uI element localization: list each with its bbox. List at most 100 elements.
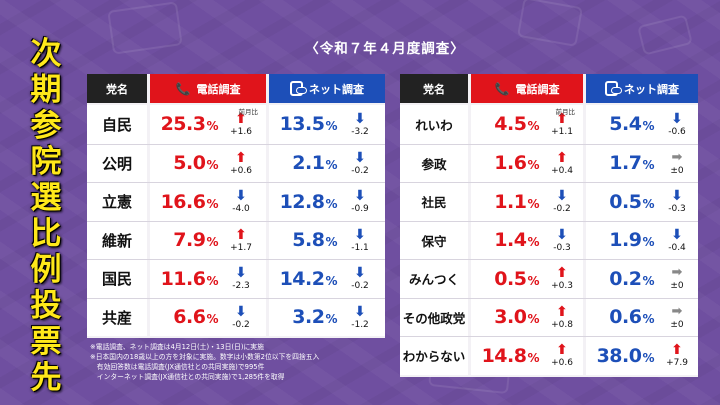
net-cell: 1.9% ⬇ -0.4: [586, 221, 698, 259]
phone-delta: ⬇ -0.3: [545, 228, 579, 253]
phone-delta: ⬆ +0.6: [224, 151, 258, 176]
phone-cell: 16.6% ⬇ -4.0: [150, 183, 266, 221]
net-value-number: 0.2: [609, 267, 642, 290]
party-name: 社民: [400, 183, 468, 221]
table-row: 参政 1.6% ⬆ +0.4 1.7% ➡ ±0: [400, 143, 698, 182]
net-cell: 0.5% ⬇ -0.3: [586, 183, 698, 221]
phone-cell: 11.6% ⬇ -2.3: [150, 260, 266, 298]
phone-value: 14.8%: [471, 345, 540, 367]
arrow-flat-icon: ➡: [671, 303, 683, 319]
table-row: 社民 1.1% ⬇ -0.2 0.5% ⬇ -0.3: [400, 182, 698, 221]
percent-sign: %: [527, 235, 539, 250]
survey-period-subtitle: 〈令和７年４月度調査〉: [305, 41, 465, 57]
phone-cell: 1.4% ⬇ -0.3: [471, 221, 583, 259]
phone-delta-value: +1.1: [551, 126, 573, 137]
net-value: 3.2%: [269, 306, 337, 328]
phone-cell: 25.3% ⬆ +1.6 前月比: [150, 105, 266, 144]
net-cell: 38.0% ⬆ +7.9: [586, 337, 698, 375]
net-delta-value: -0.2: [351, 165, 369, 176]
phone-delta-value: -2.3: [232, 281, 250, 292]
net-delta: ⬇ -0.3: [660, 189, 694, 214]
party-name: 自民: [87, 105, 147, 144]
table-header: 党名 📞 電話調査 ネット調査: [87, 74, 385, 103]
percent-sign: %: [642, 158, 654, 173]
phone-delta: ⬆ +0.8: [545, 305, 579, 330]
table-row: 自民 25.3% ⬆ +1.6 前月比 13.5% ⬇ -3.2: [87, 105, 385, 144]
phone-value-number: 11.6: [160, 267, 206, 290]
net-delta-value: -1.1: [351, 242, 369, 253]
phone-delta: ⬆ +1.7: [224, 228, 258, 253]
arrow-down-icon: ⬇: [556, 226, 568, 243]
net-cell: 14.2% ⬇ -0.2: [269, 260, 385, 298]
title-char: 票: [30, 324, 62, 360]
net-value-number: 1.9: [609, 229, 642, 252]
phone-value: 5.0%: [150, 152, 218, 174]
left-table: 党名 📞 電話調査 ネット調査 自民 25.3% ⬆ +1.6 前月比 13.5% ⬇ -3.…: [87, 74, 385, 338]
percent-sign: %: [642, 350, 654, 365]
percent-sign: %: [325, 158, 337, 173]
left-rows: 自民 25.3% ⬆ +1.6 前月比 13.5% ⬇ -3.2 公明 5.0% ⬆ +0.6 2.1%…: [87, 103, 385, 338]
title-char: 参: [30, 108, 62, 144]
percent-sign: %: [206, 119, 218, 134]
percent-sign: %: [325, 273, 337, 288]
prev-month-label: 前月比: [238, 108, 259, 116]
percent-sign: %: [325, 312, 337, 327]
phone-delta: ⬇ -0.2: [224, 305, 258, 330]
net-cell: 0.2% ➡ ±0: [586, 260, 698, 298]
title-char: 比: [30, 216, 62, 252]
phone-value-number: 25.3: [160, 113, 206, 136]
arrow-up-icon: ⬆: [556, 110, 568, 127]
arrow-down-icon: ⬇: [671, 226, 683, 243]
net-delta: ➡ ±0: [660, 305, 694, 330]
phone-value-number: 0.5: [494, 267, 527, 290]
net-survey-header: ネット調査: [586, 74, 698, 103]
percent-sign: %: [642, 312, 654, 327]
phone-value: 11.6%: [150, 267, 219, 290]
table-row: みんつく 0.5% ⬆ +0.3 0.2% ➡ ±0: [400, 259, 698, 298]
phone-delta: ⬇ -0.2: [545, 189, 579, 214]
title-char: 次: [30, 36, 62, 72]
net-cell: 3.2% ⬇ -1.2: [269, 298, 385, 336]
net-survey-header-label: ネット調査: [309, 82, 364, 96]
phone-cell: 14.8% ⬆ +0.6: [471, 337, 583, 375]
net-delta-value: -0.4: [668, 242, 686, 253]
phone-value: 4.5%: [471, 113, 539, 135]
net-delta: ⬆ +7.9: [660, 343, 694, 368]
phone-cell: 0.5% ⬆ +0.3: [471, 260, 583, 298]
net-delta-value: -3.2: [351, 126, 369, 137]
party-name: 国民: [87, 260, 147, 298]
table-row: 公明 5.0% ⬆ +0.6 2.1% ⬇ -0.2: [87, 143, 385, 182]
phone-delta-value: +1.6: [230, 126, 252, 137]
phone-delta-value: +0.6: [551, 358, 573, 369]
phone-value: 3.0%: [471, 306, 539, 328]
party-column-header: 党名: [87, 74, 147, 103]
percent-sign: %: [527, 158, 539, 173]
arrow-down-icon: ⬇: [354, 265, 366, 282]
arrow-flat-icon: ➡: [671, 149, 683, 165]
title-char: 選: [30, 180, 62, 216]
net-value-number: 0.6: [609, 306, 642, 329]
title-char: 先: [30, 360, 62, 396]
net-delta-value: +7.9: [666, 358, 688, 369]
arrow-down-icon: ⬇: [354, 226, 366, 243]
phone-value: 1.4%: [471, 229, 539, 251]
phone-cell: 3.0% ⬆ +0.8: [471, 298, 583, 336]
net-delta: ⬇ -0.9: [343, 189, 377, 214]
net-delta: ⬇ -0.2: [343, 266, 377, 291]
net-value: 0.5%: [586, 191, 654, 213]
phone-value: 1.6%: [471, 152, 539, 174]
percent-sign: %: [642, 196, 654, 211]
party-name: 立憲: [87, 183, 147, 221]
net-value: 2.1%: [269, 152, 337, 174]
net-value: 12.8%: [269, 191, 338, 213]
note-line: インターネット調査(JX通信社との共同実施)で1,285件を取得: [90, 373, 285, 381]
net-delta-value: ±0: [670, 319, 684, 330]
net-delta-value: ±0: [670, 165, 684, 176]
phone-delta-value: +0.4: [551, 165, 573, 176]
arrow-down-icon: ⬇: [235, 303, 247, 320]
arrow-up-icon: ⬆: [556, 265, 568, 282]
phone-value: 6.6%: [150, 306, 218, 328]
phone-survey-header-label: 電話調査: [515, 82, 560, 96]
table-row: 国民 11.6% ⬇ -2.3 14.2% ⬇ -0.2: [87, 259, 385, 298]
table-row: れいわ 4.5% ⬆ +1.1 前月比 5.4% ⬇ -0.6: [400, 105, 698, 144]
